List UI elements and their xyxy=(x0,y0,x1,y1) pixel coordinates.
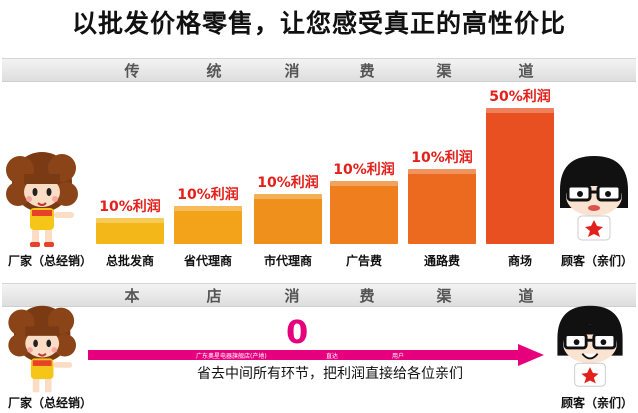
profit-step-bar xyxy=(408,169,476,244)
headline: 以批发价格零售，让您感受真正的高性价比 xyxy=(71,9,566,38)
customer-cartoon-icon xyxy=(560,156,628,241)
band-char: 费 xyxy=(359,62,375,80)
customer-cartoon-icon xyxy=(557,305,623,387)
profit-step-bar xyxy=(96,218,164,244)
profit-percent-label: 10%利润 xyxy=(177,187,239,203)
arrow-text-direct: 直达 xyxy=(326,353,339,360)
profit-percent-label: 10%利润 xyxy=(333,162,395,178)
band-char: 消 xyxy=(284,62,300,80)
band-char: 统 xyxy=(206,62,222,80)
channel-step-label: 市代理商 xyxy=(263,254,312,268)
manufacturer-cartoon-icon xyxy=(8,305,77,393)
channel-step-label: 总批发商 xyxy=(105,254,154,268)
traditional-channel-band: 传 统 消 费 渠 道 xyxy=(2,58,636,82)
profit-percent-label: 10%利润 xyxy=(411,150,473,166)
band-char: 道 xyxy=(518,287,534,305)
zero-profit-value: 0 xyxy=(286,313,309,351)
band-char: 道 xyxy=(518,62,534,80)
channel-step-label: 广告费 xyxy=(345,254,382,268)
direct-arrow xyxy=(88,344,544,366)
profit-percent-label: 50%利润 xyxy=(489,89,551,105)
profit-step-bar xyxy=(174,206,242,244)
band-char: 本 xyxy=(124,287,140,305)
manufacturer-label: 厂家（总经销） xyxy=(7,396,92,410)
arrow-text-origin: 广东奥星电器旗舰店(产地) xyxy=(196,353,267,360)
customer-label: 顾客（亲们） xyxy=(560,396,633,410)
store-channel-band: 本 店 消 费 渠 道 xyxy=(2,283,636,307)
channel-step-label: 商场 xyxy=(507,254,532,268)
profit-step-bar xyxy=(330,181,398,244)
channel-step-label: 通路费 xyxy=(423,254,460,268)
direct-note: 省去中间所有环节，把利润直接给各位亲们 xyxy=(197,366,463,382)
profit-percent-label: 10%利润 xyxy=(99,199,161,215)
band-char: 费 xyxy=(359,287,375,305)
band-char: 消 xyxy=(284,287,300,305)
arrow-text-user: 用户 xyxy=(392,353,405,360)
customer-label: 顾客（亲们） xyxy=(560,254,633,268)
band-char: 店 xyxy=(206,287,222,305)
profit-step-bar xyxy=(254,194,322,244)
band-char: 传 xyxy=(124,62,140,80)
channel-step-label: 省代理商 xyxy=(183,254,232,268)
manufacturer-label: 厂家（总经销） xyxy=(7,254,92,268)
band-char: 渠 xyxy=(436,62,452,80)
profit-step-bar xyxy=(486,108,554,244)
manufacturer-cartoon-icon xyxy=(6,152,78,247)
profit-percent-label: 10%利润 xyxy=(257,175,319,191)
band-char: 渠 xyxy=(436,287,452,305)
